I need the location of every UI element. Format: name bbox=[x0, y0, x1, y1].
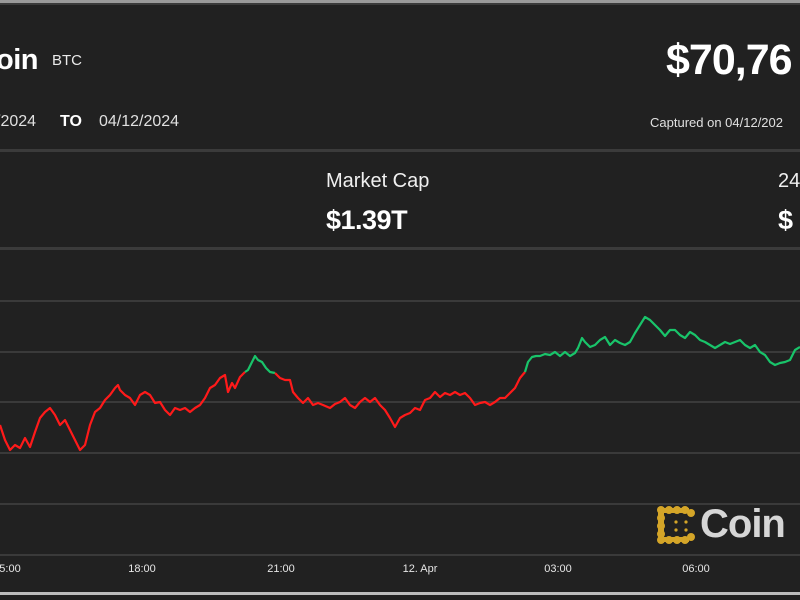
header-divider bbox=[0, 149, 800, 152]
gridline bbox=[0, 401, 800, 403]
x-tick-label: 21:00 bbox=[267, 563, 295, 575]
volume-label: 24 bbox=[778, 170, 800, 192]
price-series-line bbox=[244, 354, 276, 375]
captured-timestamp: Captured on 04/12/202 bbox=[650, 115, 783, 130]
gridline bbox=[0, 452, 800, 454]
x-tick-label: 12. Apr bbox=[402, 563, 438, 575]
x-tick-label: 06:00 bbox=[682, 563, 710, 575]
x-axis-line bbox=[0, 554, 800, 556]
date-to: 04/12/2024 bbox=[99, 113, 180, 130]
coindesk-logo-icon bbox=[657, 505, 695, 544]
date-to-label: TO bbox=[60, 113, 82, 130]
price-series-line bbox=[274, 371, 526, 429]
gridline bbox=[0, 351, 800, 353]
market-cap-value: $1.39T bbox=[326, 205, 408, 235]
price-series-line bbox=[523, 315, 800, 373]
date-from: /2024 bbox=[0, 113, 37, 130]
price-series-line bbox=[0, 371, 246, 452]
coin-ticker: BTC bbox=[52, 52, 82, 69]
x-tick-label: 18:00 bbox=[128, 563, 156, 575]
bottom-border bbox=[0, 592, 800, 595]
x-tick-label: 5:00 bbox=[0, 563, 21, 575]
top-border-shadow bbox=[0, 3, 800, 5]
current-price: $70,76 bbox=[666, 36, 793, 84]
coindesk-logo-text: Coin bbox=[700, 502, 786, 546]
gridline bbox=[0, 503, 800, 505]
coindesk-logo: Coin bbox=[656, 502, 786, 547]
market-cap-label: Market Cap bbox=[326, 170, 430, 192]
gridline bbox=[0, 300, 800, 302]
stats-divider bbox=[0, 247, 800, 250]
top-border bbox=[0, 0, 800, 3]
volume-value: $ bbox=[778, 205, 793, 235]
coin-name: oin bbox=[0, 44, 39, 76]
x-tick-label: 03:00 bbox=[544, 563, 572, 575]
